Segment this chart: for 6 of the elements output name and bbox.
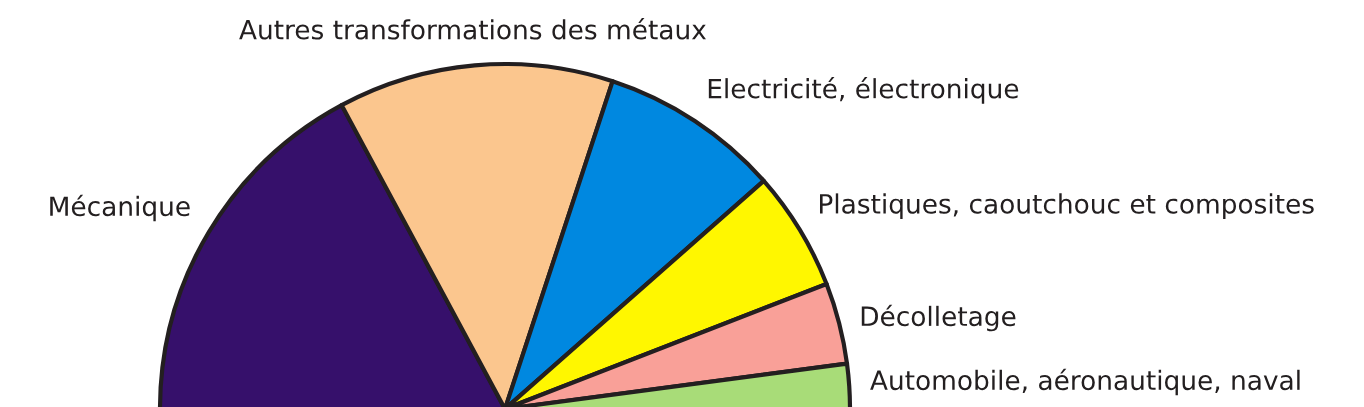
slice-label: Mécanique [50,194,190,222]
slice-label: Automobile, aéronautique, naval [870,368,1300,396]
slice-label: Autres transformations des métaux [239,18,706,40]
slice-label: Plastiques, caoutchouc et composites [820,193,1314,219]
slice-label: Electricité, électronique [708,77,1019,104]
slice-label: Décolletage [861,304,1016,332]
